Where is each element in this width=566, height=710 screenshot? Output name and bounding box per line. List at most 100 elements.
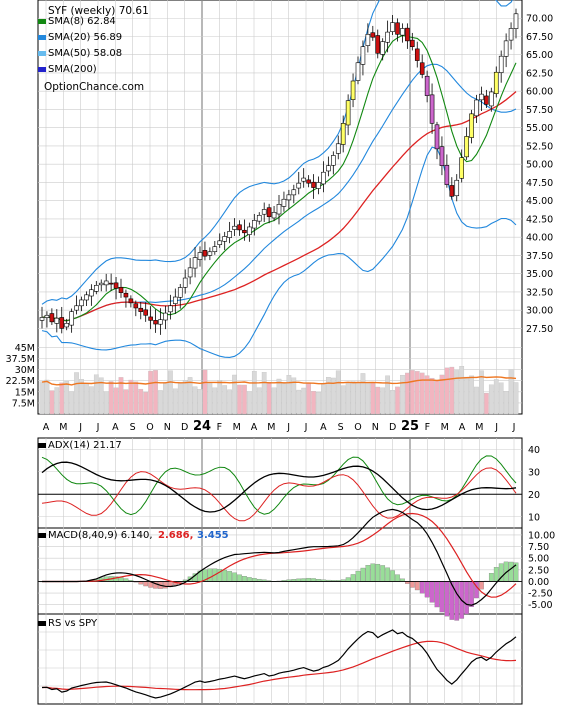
volume-bar xyxy=(158,390,163,415)
macd-histogram-bar xyxy=(464,581,469,615)
volume-bar xyxy=(237,384,242,415)
macd-histogram-bar xyxy=(444,581,450,617)
candle-body xyxy=(365,33,371,46)
volume-tick-label: 22.5M xyxy=(6,376,35,387)
volume-bar xyxy=(429,377,435,415)
candle-body xyxy=(498,55,504,73)
macd-histogram-bar xyxy=(227,571,232,582)
candle-body xyxy=(256,214,262,222)
candle-body xyxy=(493,71,499,94)
candle-body xyxy=(410,39,415,48)
volume-bar xyxy=(153,370,158,415)
volume-bar xyxy=(380,387,386,415)
macd-histogram-bar xyxy=(360,567,366,582)
volume-bar xyxy=(385,375,390,415)
candle-body xyxy=(419,62,425,75)
volume-bar xyxy=(454,370,460,415)
candle-body xyxy=(316,182,321,189)
candle-body xyxy=(89,289,94,297)
macd-histogram-bar xyxy=(118,577,124,582)
candle-body xyxy=(454,179,460,197)
volume-bar xyxy=(98,377,104,415)
rs-panel-frame xyxy=(37,613,523,705)
volume-bar xyxy=(69,391,74,415)
x-tick-label: 25 xyxy=(401,419,419,434)
price-tick-label: 55.00 xyxy=(526,123,553,134)
macd-tick-label: 10.00 xyxy=(528,530,555,541)
price-tick-label: 70.00 xyxy=(526,14,553,25)
macd-histogram-bar xyxy=(365,565,371,582)
macd-line xyxy=(42,508,517,606)
chart-title: SYF (weekly) 70.61 xyxy=(48,5,149,17)
adx-line xyxy=(41,461,517,513)
macd-histogram-bar xyxy=(409,581,415,588)
candle-body xyxy=(464,136,469,158)
macd-histogram-bar xyxy=(385,567,390,582)
volume-bar xyxy=(172,388,178,415)
candle-body xyxy=(385,31,390,43)
candle-body xyxy=(217,240,223,245)
adx-label: ADX(14) 21.17 xyxy=(48,440,122,451)
x-tick-label: J xyxy=(494,422,498,433)
macd-histogram-bar xyxy=(138,581,144,585)
candle-body xyxy=(370,32,376,38)
volume-bar xyxy=(479,370,484,415)
candle-body xyxy=(266,207,272,218)
legend-swatch-sma20 xyxy=(38,35,46,40)
price-tick-label: 37.50 xyxy=(526,251,553,262)
volume-bar xyxy=(400,374,405,415)
x-tick-label: J xyxy=(96,422,100,433)
adx-tick-label: 20 xyxy=(528,490,540,501)
volume-bar xyxy=(439,374,445,415)
volume-bar xyxy=(163,382,168,415)
macd-histogram-bar xyxy=(424,581,430,598)
volume-bar xyxy=(108,381,114,415)
x-tick-label: M xyxy=(59,422,67,433)
macd-tick-label: -5.00 xyxy=(528,600,553,611)
volume-bar xyxy=(242,384,247,415)
volume-bar xyxy=(197,389,203,415)
volume-bar xyxy=(187,377,193,415)
x-tick-label: D xyxy=(181,422,188,433)
candle-body xyxy=(355,62,361,81)
price-tick-label: 47.50 xyxy=(526,178,553,189)
macd-hist-value: 3.455 xyxy=(197,530,229,541)
candle-body xyxy=(479,93,484,101)
candle-body xyxy=(173,296,178,304)
macd-histogram-bar xyxy=(375,563,381,582)
rs-label: RS vs SPY xyxy=(48,618,98,629)
volume-bar xyxy=(464,376,469,415)
legend-sma8: SMA(8) 62.84 xyxy=(48,16,116,27)
volume-bar xyxy=(103,391,109,415)
volume-bar xyxy=(89,386,94,415)
x-tick-label: A xyxy=(251,422,258,433)
macd-histogram-bar xyxy=(222,569,228,582)
volume-bar xyxy=(227,389,232,415)
x-tick-label: S xyxy=(130,422,136,433)
macd-histogram-bar xyxy=(123,578,129,582)
text-layer: A M J J A S O N D 24 F M A M J J A S O N D 25 F M A M J J70.0067.50… xyxy=(6,14,556,611)
candle-body xyxy=(508,28,514,41)
macd-histogram-bar xyxy=(414,581,420,591)
macd-histogram-bar xyxy=(434,581,440,608)
volume-bar xyxy=(340,385,346,415)
candle-body xyxy=(148,316,153,321)
candle-body xyxy=(49,313,55,323)
volume-bar xyxy=(493,379,499,415)
candle-body xyxy=(301,177,306,182)
candle-body xyxy=(177,287,183,298)
macd-histogram-bar xyxy=(429,581,435,603)
macd-histogram-bar xyxy=(242,576,247,582)
candle-body xyxy=(232,225,237,230)
macd-histogram-bar xyxy=(355,570,361,582)
volume-bar xyxy=(59,382,65,415)
volume-bar xyxy=(276,378,282,415)
candle-body xyxy=(133,303,139,309)
macd-histogram-bar xyxy=(380,565,386,582)
candle-body xyxy=(459,157,464,179)
price-tick-label: 30.00 xyxy=(526,306,553,317)
price-tick-label: 32.50 xyxy=(526,287,553,298)
macd-histogram-bar xyxy=(454,581,460,621)
macd-histogram-bar xyxy=(237,574,242,582)
macd-histogram-bar xyxy=(419,581,425,594)
